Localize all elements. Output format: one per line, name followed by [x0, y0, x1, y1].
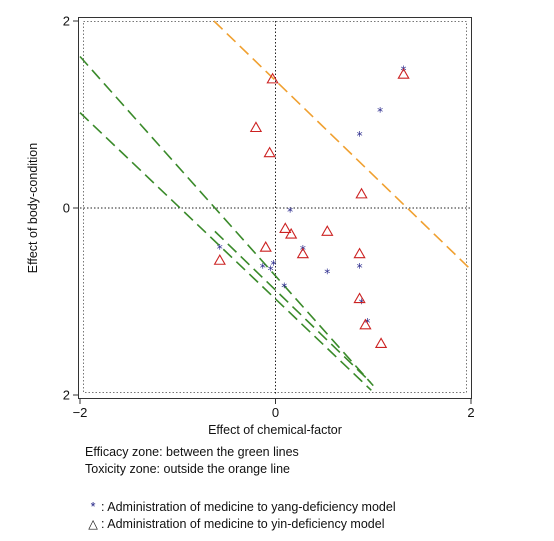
asterisk-point: * — [324, 267, 330, 281]
data-points: ** ************ — [213, 64, 410, 349]
asterisk-icon: * — [90, 500, 96, 514]
y-tick-label: 0 — [63, 201, 70, 216]
triangle-point — [213, 254, 226, 265]
asterisk-point: * — [357, 261, 363, 275]
asterisk-point: * — [357, 129, 363, 143]
asterisk-point: * — [401, 64, 407, 78]
triangle-point — [321, 225, 334, 236]
zone-lines — [79, 20, 472, 391]
efficacy-zone-note: Efficacy zone: between the green lines — [85, 445, 299, 459]
triangle-point — [374, 337, 388, 349]
x-tick-label: −2 — [73, 405, 88, 420]
legend-label-yin: : Administration of medicine to yin-defi… — [101, 517, 385, 531]
asterisk-point: * — [300, 243, 306, 257]
triangle-icon: △ — [88, 517, 98, 531]
triangle-point — [296, 247, 310, 259]
zone-line-2 — [79, 112, 372, 391]
triangle-point — [284, 227, 298, 239]
asterisk-point: * — [377, 105, 383, 119]
legend-item-yin: △: Administration of medicine to yin-def… — [85, 516, 384, 533]
legend-label-yang: : Administration of medicine to yang-def… — [101, 500, 396, 514]
legend-item-yang: * : Administration of medicine to yang-de… — [85, 499, 396, 516]
asterisk-point: * — [359, 296, 365, 310]
zone-line-1 — [79, 55, 374, 387]
zone-line-4 — [213, 20, 472, 271]
asterisk-point: * — [281, 281, 287, 295]
triangle-point — [249, 121, 263, 133]
y-tick-label: 2 — [63, 14, 70, 29]
x-tick-label: 2 — [467, 405, 474, 420]
toxicity-zone-note: Toxicity zone: outside the orange line — [85, 462, 290, 476]
triangle-point — [397, 67, 410, 79]
triangle-point — [353, 292, 366, 304]
y-axis-label: Effect of body-condition — [26, 143, 40, 273]
triangle-point — [266, 72, 279, 84]
x-tick-label: 0 — [272, 405, 279, 420]
asterisk-point: * — [217, 242, 223, 256]
reference-lines — [80, 21, 471, 395]
triangle-point — [279, 222, 292, 234]
triangle-point — [353, 247, 366, 259]
asterisk-point: * — [268, 264, 274, 278]
asterisk-point: * — [287, 205, 293, 219]
asterisk-point: * — [260, 261, 266, 275]
triangle-point — [259, 240, 272, 252]
zone-line-3 — [214, 230, 371, 383]
x-axis-label: Effect of chemical-factor — [208, 423, 342, 437]
triangle-point — [263, 146, 276, 158]
axis-ticks: −2 0 2 2 0 2 — [63, 14, 475, 421]
triangle-point — [359, 318, 372, 330]
asterisk-point: * — [271, 258, 277, 272]
triangle-point — [355, 187, 368, 199]
y-tick-label: 2 — [63, 388, 70, 403]
